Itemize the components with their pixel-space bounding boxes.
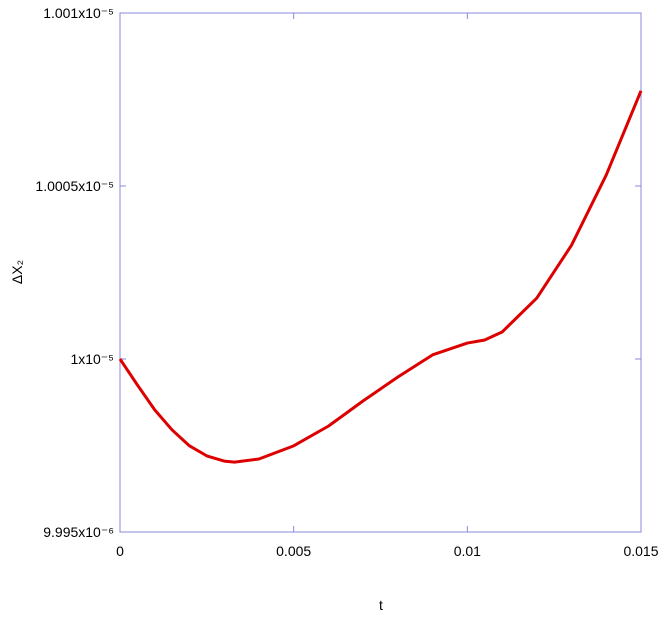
y-tick-label: 1.001x10⁻⁵ — [43, 5, 114, 21]
x-tick-label: 0 — [116, 543, 124, 559]
y-tick-label: 1x10⁻⁵ — [70, 351, 114, 367]
x-tick-label: 0.005 — [276, 543, 311, 559]
x-tick-label: 0.01 — [454, 543, 481, 559]
x-tick-label: 0.015 — [623, 543, 658, 559]
plot-frame — [119, 12, 642, 533]
y-tick-label: 9.995x10⁻⁶ — [43, 524, 114, 540]
data-line — [118, 90, 643, 464]
y-axis-label: ΔX₂ — [9, 260, 25, 284]
y-tick-label: 1.0005x10⁻⁵ — [35, 178, 114, 194]
x-axis-label: t — [379, 597, 383, 613]
